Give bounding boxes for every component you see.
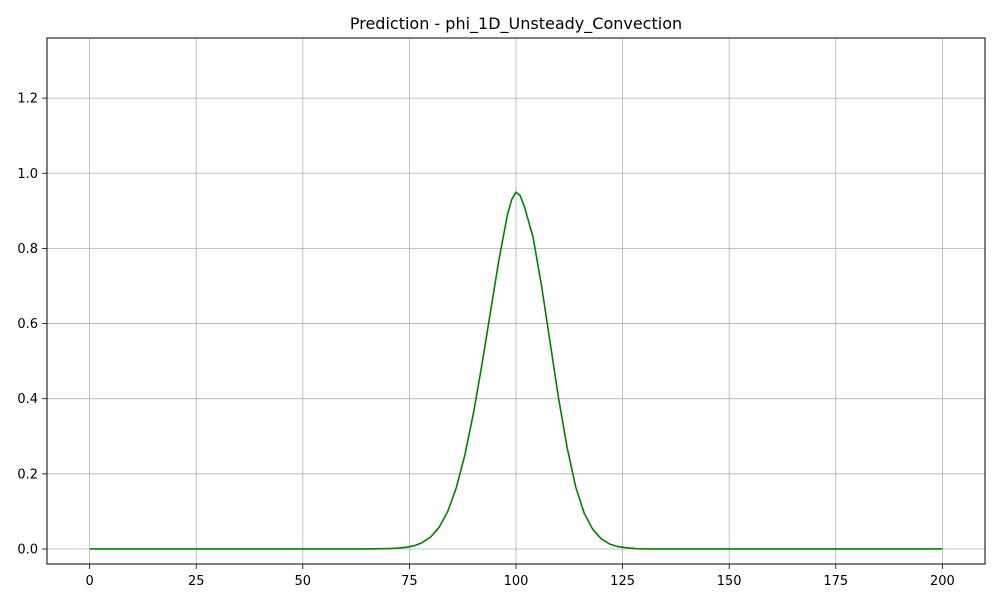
x-tick-label: 75 — [401, 574, 418, 589]
x-tick-label: 50 — [295, 574, 312, 589]
y-tick-label: 0.0 — [17, 542, 38, 557]
y-tick-label: 0.2 — [17, 467, 38, 482]
y-tick-label: 0.8 — [17, 242, 38, 257]
x-tick-label: 150 — [717, 574, 742, 589]
x-tick-label: 100 — [504, 574, 529, 589]
series-line — [89, 191, 943, 550]
x-tick-label: 125 — [610, 574, 635, 589]
y-tick-label: 0.6 — [17, 317, 38, 332]
x-tick-label: 175 — [823, 574, 848, 589]
y-tick-label: 0.4 — [17, 392, 38, 407]
x-axis: 0 25 50 75 100 125 150 175 200 — [85, 564, 955, 589]
x-tick-label: 200 — [930, 574, 955, 589]
series-layer — [89, 191, 943, 550]
x-tick-label: 0 — [85, 574, 93, 589]
y-axis: 0.0 0.2 0.4 0.6 0.8 1.0 1.2 — [17, 92, 47, 557]
y-tick-label: 1.2 — [17, 92, 38, 107]
x-tick-label: 25 — [188, 574, 205, 589]
chart-title: Prediction - phi_1D_Unsteady_Convection — [350, 14, 682, 34]
y-tick-label: 1.0 — [17, 167, 38, 182]
